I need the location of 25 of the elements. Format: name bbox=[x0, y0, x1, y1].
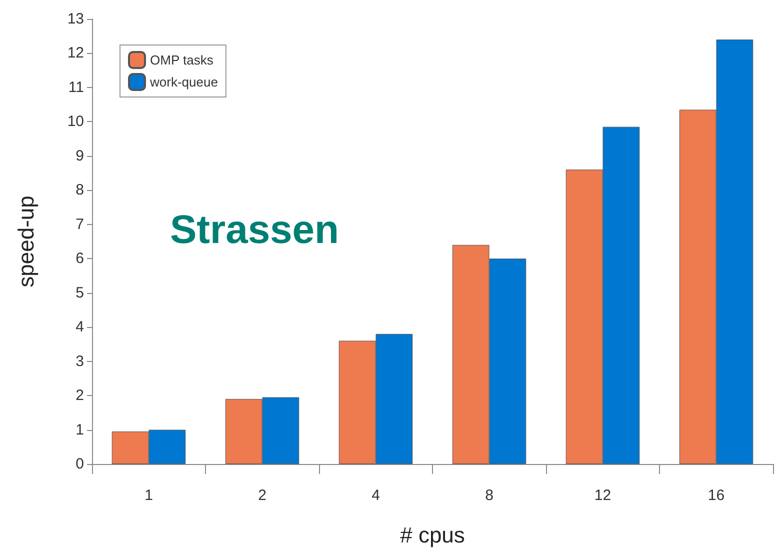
y-tick-label: 2 bbox=[76, 387, 84, 404]
y-tick-label: 12 bbox=[67, 44, 84, 62]
y-tick-label: 0 bbox=[76, 456, 84, 472]
y-tick-label: 3 bbox=[76, 352, 84, 370]
x-tick-label: 16 bbox=[708, 487, 725, 504]
y-tick-label: 8 bbox=[76, 182, 84, 199]
x-tick-label: 8 bbox=[485, 487, 494, 504]
y-tick-label: 9 bbox=[76, 147, 84, 164]
x-tick-label: 2 bbox=[258, 487, 266, 504]
y-tick-label: 5 bbox=[76, 284, 84, 302]
annotation: Strassen bbox=[170, 208, 339, 252]
legend-label: OMP tasks bbox=[150, 52, 214, 68]
y-tick-label: 6 bbox=[76, 250, 84, 268]
y-tick-label: 7 bbox=[76, 216, 84, 233]
y-axis-title: speed-up bbox=[14, 196, 38, 288]
x-axis-title: # cpus bbox=[400, 522, 465, 548]
y-tick-label: 10 bbox=[67, 113, 84, 130]
x-tick-label: 12 bbox=[594, 487, 612, 504]
x-tick-label: 1 bbox=[144, 487, 153, 504]
x-tick-label: 4 bbox=[372, 487, 380, 504]
y-tick-label: 1 bbox=[76, 421, 84, 438]
y-tick-label: 4 bbox=[76, 318, 84, 336]
legend-label: work-queue bbox=[149, 74, 218, 90]
y-tick-label: 11 bbox=[68, 78, 84, 96]
y-tick-label: 13 bbox=[67, 10, 84, 28]
